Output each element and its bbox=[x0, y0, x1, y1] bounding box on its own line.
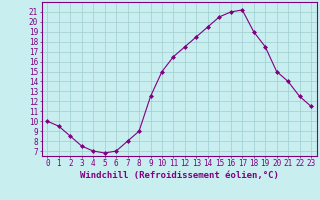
X-axis label: Windchill (Refroidissement éolien,°C): Windchill (Refroidissement éolien,°C) bbox=[80, 171, 279, 180]
